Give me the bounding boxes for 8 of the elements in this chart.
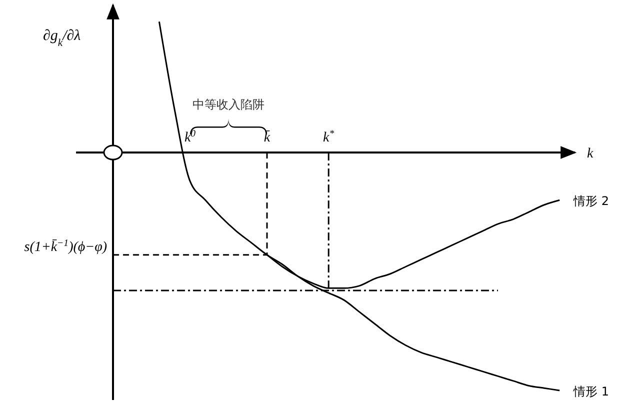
series-label: 情形 1 <box>572 384 610 398</box>
x-axis-title: k <box>587 146 594 162</box>
annotation: 中等收入陷阱 <box>192 98 264 112</box>
series-label: 情形 2 <box>572 194 610 208</box>
ref-line-label: s(1+k̄$^{−1}$)(ϕ−φ) <box>24 237 108 255</box>
y-axis-title: ∂g$_{k}$/∂λ <box>43 28 82 48</box>
x-tick-label: k$^{0}$ <box>184 128 196 146</box>
x-tick-label: k$^{*}$ <box>323 128 334 146</box>
